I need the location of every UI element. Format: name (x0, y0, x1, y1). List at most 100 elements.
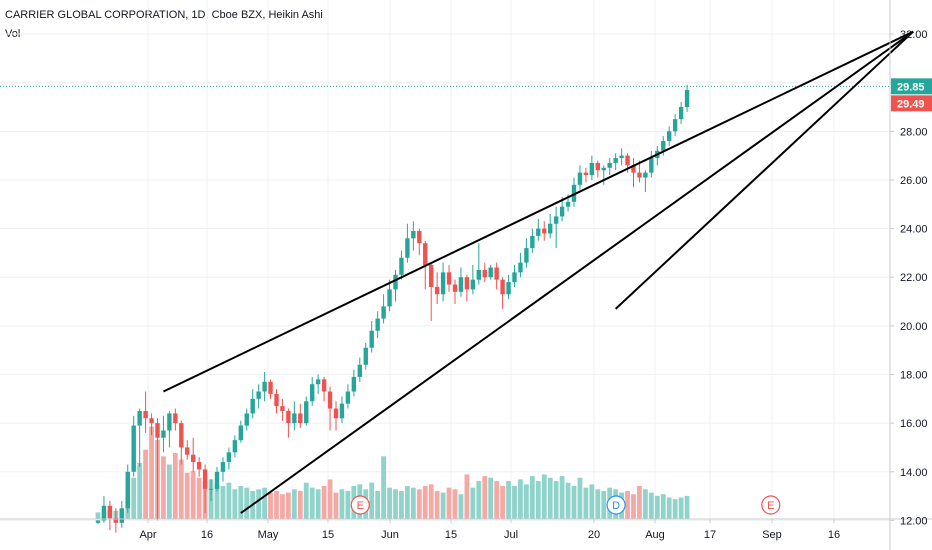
candle (381, 294, 386, 324)
candle (185, 440, 190, 460)
candle (553, 206, 559, 249)
time-tick-label: 15 (322, 529, 334, 541)
earnings-marker: E (761, 495, 781, 515)
volume-bar (321, 486, 327, 519)
price-tick-label: 20.00 (900, 321, 928, 333)
candle (393, 269, 398, 302)
candle (571, 177, 577, 207)
volume-bar (131, 477, 137, 519)
candle (131, 415, 136, 477)
volume-bar (333, 492, 339, 519)
volume-bar (143, 449, 148, 519)
candle (643, 170, 648, 193)
volume-bar (327, 479, 333, 519)
volume-bar (149, 426, 154, 519)
volume-bar (571, 486, 577, 519)
trendlines[interactable] (163, 30, 914, 514)
candle (548, 214, 553, 239)
time-tick-label: 15 (445, 529, 457, 541)
candle (149, 413, 154, 436)
price-tag: 29.85 (891, 78, 932, 95)
volume-bar (416, 489, 422, 519)
volume-bar (256, 489, 262, 519)
volume-bar (369, 482, 375, 519)
time-tick-label: 20 (588, 529, 600, 541)
candle (137, 408, 142, 467)
volume-bar (660, 494, 666, 519)
candle (601, 165, 606, 185)
candle (619, 148, 624, 166)
candle (542, 221, 547, 241)
candle (518, 252, 523, 278)
candle (143, 391, 148, 433)
volume-bar (434, 490, 440, 519)
volume-bar (524, 484, 529, 519)
candle (530, 228, 535, 253)
volume-bar (535, 481, 541, 519)
volume-bar (458, 494, 464, 519)
price-tick-label: 24.00 (900, 224, 928, 236)
volume-bar (559, 476, 565, 519)
volume-bar (470, 487, 476, 519)
volume-bar (375, 490, 381, 519)
svg-text:29.85: 29.85 (897, 81, 925, 93)
volume-bar (446, 487, 452, 519)
candle (262, 372, 267, 402)
volume-bar (172, 453, 178, 519)
volume-bar (232, 489, 238, 519)
candle (375, 311, 380, 339)
candle (458, 267, 464, 297)
candle (446, 265, 452, 292)
candle (202, 464, 208, 514)
volume-bar (529, 476, 535, 519)
time-axis[interactable]: Apr 16 May 15 Jun 15 Jul 20 Aug 17 Sep 16 (139, 519, 840, 541)
candles (95, 85, 690, 533)
candle (286, 408, 291, 438)
svg-text:D: D (612, 500, 620, 512)
candle (464, 274, 470, 302)
candle (387, 279, 392, 312)
svg-text:E: E (357, 500, 364, 512)
volume-bar (595, 489, 601, 519)
candle (417, 228, 422, 256)
candle (208, 479, 214, 501)
volume-bar (654, 495, 660, 519)
volume-bar (440, 492, 446, 519)
volume-bar (280, 494, 285, 519)
volume-bar (464, 474, 470, 519)
candle (512, 265, 517, 287)
volume-bar (422, 486, 428, 519)
volume-bar (488, 477, 494, 519)
candle (161, 415, 166, 453)
chart-title: CARRIER GLOBAL CORPORATION, 1D, Cboe BZX… (5, 9, 323, 21)
candle (238, 420, 243, 443)
candle (405, 223, 410, 263)
candle (500, 277, 505, 309)
volume-bar (405, 486, 410, 519)
candle (452, 279, 458, 304)
candle (274, 389, 279, 414)
candle (95, 520, 101, 525)
volume-bar (161, 456, 166, 519)
candle (280, 398, 285, 421)
volume-bar (137, 462, 143, 519)
candle (244, 408, 249, 431)
candle (315, 374, 321, 394)
volume-bar (196, 477, 202, 519)
candle (476, 243, 481, 285)
price-tag: 29.49 (891, 95, 932, 112)
candle (339, 396, 345, 424)
time-tick-label: 16 (201, 529, 213, 541)
svg-text:29.49: 29.49 (897, 98, 925, 110)
candle (214, 466, 220, 492)
volume-bar (291, 489, 297, 519)
candle (155, 418, 160, 521)
time-tick-label: Apr (139, 529, 156, 541)
candle (482, 262, 487, 283)
candle (256, 384, 261, 409)
volume-bar (399, 490, 404, 519)
price-tick-label: 14.00 (900, 467, 928, 479)
